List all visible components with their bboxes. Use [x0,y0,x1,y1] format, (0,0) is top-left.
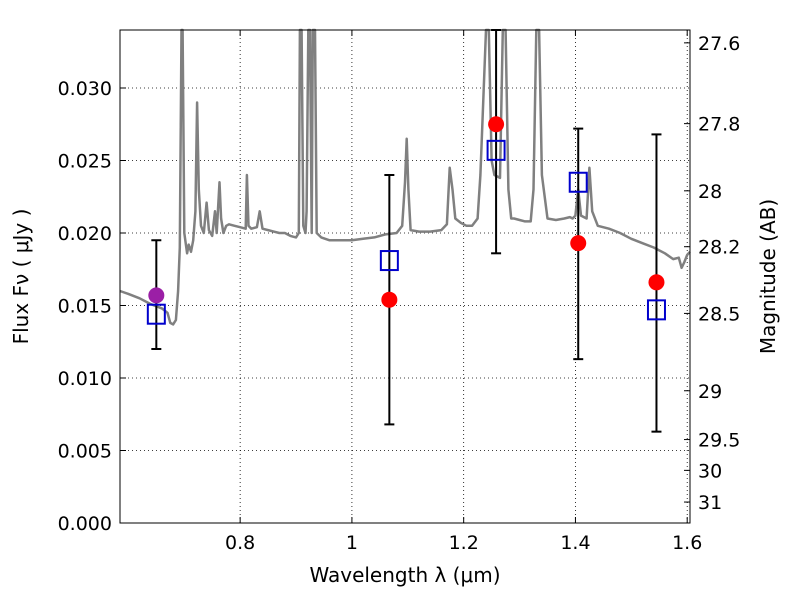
y-tick-label: 0.030 [58,78,112,100]
plot-frame [119,29,691,524]
magnitude-tick-label: 27.8 [698,114,740,136]
model-flux-square-marker [146,303,166,325]
magnitude-tick-label: 28 [698,181,722,203]
observed-flux-circle-marker [648,274,665,291]
model-spectrum-line [119,28,691,326]
model-flux-square-marker [379,250,399,272]
observed-flux-circle-marker [381,291,398,308]
grid-lines [120,30,690,523]
x-tick-labels: 0.8 1 1.2 1.4 1.6 [225,532,702,554]
observed-flux-circle-marker [148,287,165,304]
errorbar-layer [151,29,662,433]
x-tick-label: 1.6 [672,532,702,554]
model-flux-square-marker [568,171,588,193]
x-tick-label: 1 [346,532,358,554]
magnitude-tick-label: 29.5 [698,430,740,452]
x-axis-label: Wavelength λ (μm) [309,563,500,587]
magnitude-tick-label: 31 [698,492,722,514]
magnitude-tick-labels: 27.6 27.8 28 28.2 28.5 29 29.5 30 31 [698,33,740,514]
magnitude-tick-label: 27.6 [698,33,740,55]
y-tick-label: 0.025 [58,151,112,173]
magnitude-tick-label: 28.5 [698,303,740,325]
magnitude-tick-label: 29 [698,381,722,403]
model-flux-square-marker [486,139,506,161]
spectrum-layer [119,28,691,326]
tick-marks [120,30,690,524]
y-tick-label: 0.005 [58,441,112,463]
magnitude-tick-label: 28.2 [698,237,740,259]
y-tick-label: 0.010 [58,368,112,390]
model-flux-square-marker [646,299,666,321]
y-tick-label: 0.000 [58,513,112,535]
observed-flux-circle-marker [488,116,505,133]
x-tick-label: 1.2 [449,532,479,554]
x-tick-label: 0.8 [225,532,255,554]
y-axis-label: Flux Fν ( μJy ) [9,209,33,345]
x-tick-label: 1.4 [560,532,590,554]
y-tick-labels: 0.000 0.005 0.010 0.015 0.020 0.025 0.030 [58,78,112,535]
right-y-axis-label: Magnitude (AB) [756,199,780,354]
observed-flux-circle-marker [570,235,587,252]
magnitude-tick-label: 30 [698,460,722,482]
y-tick-label: 0.020 [58,223,112,245]
circle-marker-layer [148,116,665,308]
square-marker-layer [146,139,666,325]
y-tick-label: 0.015 [58,296,112,318]
